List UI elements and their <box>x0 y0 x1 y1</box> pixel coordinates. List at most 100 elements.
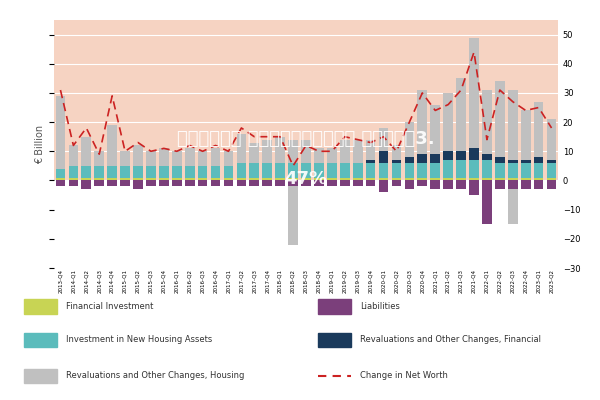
Bar <box>185 180 194 186</box>
Bar <box>159 166 169 178</box>
Bar <box>94 151 104 166</box>
Bar <box>379 180 388 192</box>
Bar <box>340 180 350 186</box>
Bar <box>482 154 492 160</box>
Bar <box>133 180 143 189</box>
Bar <box>56 169 65 178</box>
Bar <box>68 178 78 180</box>
Bar <box>198 178 208 180</box>
Bar <box>404 122 414 157</box>
Bar <box>327 180 337 186</box>
Bar <box>392 180 401 186</box>
Bar <box>250 163 259 178</box>
Bar <box>288 180 298 186</box>
Bar <box>236 134 246 163</box>
Bar <box>443 151 453 160</box>
Bar <box>159 178 169 180</box>
Bar <box>314 180 324 186</box>
Bar <box>469 148 479 160</box>
Bar <box>534 178 544 180</box>
Bar <box>430 178 440 180</box>
Bar <box>379 151 388 163</box>
Bar <box>94 180 104 186</box>
Bar <box>443 180 453 189</box>
Bar <box>366 140 376 160</box>
Bar <box>133 178 143 180</box>
Bar <box>353 140 362 163</box>
Bar <box>146 178 156 180</box>
Bar <box>120 166 130 178</box>
Bar <box>250 142 259 163</box>
Bar <box>198 151 208 166</box>
Bar <box>107 125 117 166</box>
Bar <box>82 166 91 178</box>
Bar <box>392 160 401 163</box>
Bar <box>68 180 78 186</box>
Bar <box>224 180 233 186</box>
Bar <box>275 178 285 180</box>
Bar <box>211 178 220 180</box>
Bar <box>146 166 156 178</box>
Bar <box>82 180 91 189</box>
Bar <box>159 180 169 186</box>
Bar <box>547 163 556 178</box>
Bar <box>404 178 414 180</box>
Bar <box>508 160 518 163</box>
Bar <box>353 163 362 178</box>
Bar <box>288 186 298 245</box>
Bar <box>301 178 311 180</box>
Bar <box>82 178 91 180</box>
Bar <box>288 140 298 163</box>
Bar <box>314 178 324 180</box>
Bar <box>534 157 544 163</box>
Bar <box>534 102 544 157</box>
Bar <box>68 146 78 166</box>
Bar <box>521 160 530 163</box>
Bar <box>236 178 246 180</box>
Bar <box>495 180 505 189</box>
Bar <box>456 78 466 151</box>
Bar <box>521 110 530 160</box>
Bar <box>418 154 427 163</box>
Bar <box>443 178 453 180</box>
Bar <box>521 163 530 178</box>
Text: Revaluations and Other Changes, Financial: Revaluations and Other Changes, Financia… <box>360 336 541 344</box>
Bar <box>236 180 246 186</box>
Bar <box>107 180 117 186</box>
Bar <box>495 157 505 163</box>
Bar <box>340 178 350 180</box>
Bar <box>521 180 530 189</box>
Bar <box>430 154 440 163</box>
Bar <box>392 146 401 160</box>
Bar <box>120 151 130 166</box>
Bar <box>366 178 376 180</box>
Bar <box>404 157 414 163</box>
Bar <box>224 166 233 178</box>
Bar <box>250 178 259 180</box>
Bar <box>353 180 362 186</box>
Bar <box>547 160 556 163</box>
Bar <box>262 180 272 186</box>
Text: Change in Net Worth: Change in Net Worth <box>360 372 448 380</box>
Bar <box>430 180 440 189</box>
Bar <box>146 180 156 186</box>
Bar <box>146 151 156 166</box>
Bar <box>482 180 492 189</box>
Bar <box>236 163 246 178</box>
Bar <box>456 178 466 180</box>
Bar <box>340 140 350 163</box>
Bar <box>456 180 466 189</box>
Bar <box>534 180 544 189</box>
Bar <box>314 163 324 178</box>
Bar <box>211 148 220 166</box>
Bar <box>443 160 453 178</box>
Bar <box>301 163 311 178</box>
Text: Investment in New Housing Assets: Investment in New Housing Assets <box>66 336 212 344</box>
Bar <box>275 180 285 186</box>
Bar <box>547 119 556 160</box>
Bar <box>482 178 492 180</box>
Bar <box>56 180 65 186</box>
Bar <box>418 90 427 154</box>
Bar <box>366 163 376 178</box>
Bar <box>418 178 427 180</box>
